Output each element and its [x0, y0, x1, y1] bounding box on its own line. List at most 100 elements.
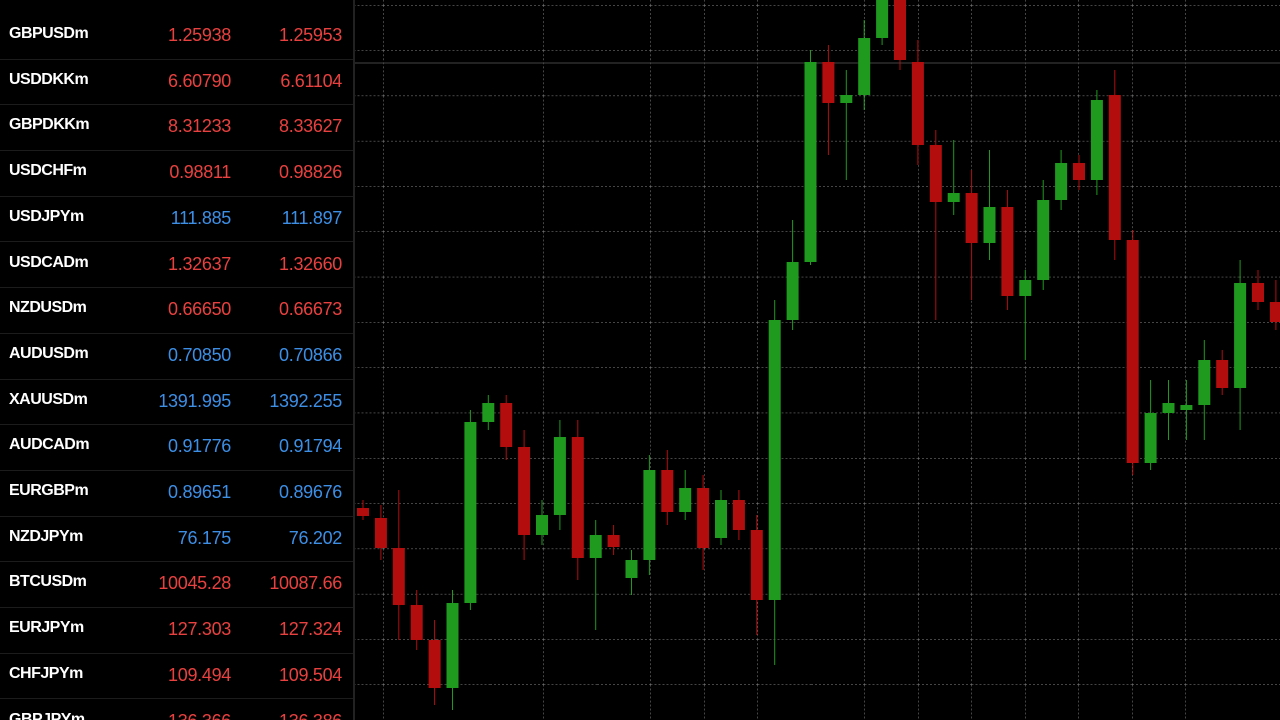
- ask-price: 0.98826: [279, 162, 342, 183]
- candle-body: [464, 422, 477, 603]
- quote-row[interactable]: AUDCADm 0.91776 0.91794: [0, 424, 353, 471]
- quote-row[interactable]: BTCUSDm 10045.28 10087.66: [0, 561, 353, 609]
- candle-body: [1162, 403, 1175, 413]
- candle-body: [1216, 360, 1229, 388]
- candle-body: [607, 535, 620, 547]
- ask-price: 0.89676: [279, 482, 342, 502]
- candle-body: [1234, 283, 1247, 388]
- bid-price: 1.32637: [168, 253, 231, 274]
- candle-body: [697, 488, 710, 548]
- symbol: GBPUSDm: [9, 25, 89, 42]
- ask-price: 8.33627: [279, 116, 342, 137]
- quote-row[interactable]: USDDKKm 6.60790 6.61104: [0, 59, 353, 106]
- candle-body: [911, 62, 924, 145]
- candle-body: [822, 62, 835, 103]
- chart: [353, 0, 1280, 720]
- candle-body: [482, 403, 495, 422]
- symbol: BTCUSDm: [9, 573, 87, 591]
- candle-body: [1055, 163, 1068, 200]
- candle-body: [410, 605, 423, 640]
- candle-body: [1108, 95, 1121, 240]
- quote-row[interactable]: AUDUSDm 0.70850 0.70866: [0, 333, 353, 380]
- bid-price: 0.70850: [168, 344, 231, 365]
- bid-price: 1.25938: [168, 25, 231, 45]
- quote-list: GBPUSDm 1.25938 1.25953 USDDKKm 6.60790 6.611…: [0, 0, 353, 720]
- candle-body: [732, 500, 745, 530]
- symbol: USDJPYm: [9, 207, 84, 225]
- candle-body: [804, 62, 817, 262]
- quote-row[interactable]: XAUUSDm 1391.995 1392.255: [0, 379, 353, 426]
- candle-body: [374, 518, 387, 548]
- quote-row[interactable]: NZDJPYm 76.175 76.202: [0, 516, 353, 563]
- bid-price: 0.66650: [168, 299, 231, 320]
- quote-row[interactable]: EURGBPm 0.89651 0.89676: [0, 470, 353, 517]
- candle-body: [536, 515, 548, 535]
- ask-price: 127.324: [279, 619, 342, 640]
- symbol: EURGBPm: [9, 482, 89, 499]
- candle-body: [571, 437, 584, 558]
- candle-body: [715, 500, 727, 538]
- ask-price: 6.61104: [280, 70, 342, 91]
- bid-price: 76.175: [177, 527, 232, 548]
- ask-price: 109.504: [279, 664, 342, 685]
- ask-price: 10087.66: [269, 573, 342, 594]
- ask-price: 0.70866: [279, 344, 342, 365]
- candle-body: [1001, 207, 1014, 296]
- divider: [353, 0, 355, 720]
- ask-price: 1.32660: [279, 253, 342, 274]
- candle-body: [750, 530, 763, 600]
- quote-row[interactable]: GBPDKKm 8.31233 8.33627: [0, 104, 353, 152]
- candle-body: [1019, 280, 1032, 296]
- bid-price: 8.31233: [168, 116, 231, 137]
- symbol: AUDUSDm: [9, 344, 89, 362]
- quote-row[interactable]: GBPJPYm 136.366 136.386: [0, 699, 353, 720]
- candle-body: [929, 145, 942, 202]
- quote-row[interactable]: GBPUSDm 1.25938 1.25953: [0, 13, 353, 60]
- bid-price: 111.885: [170, 207, 232, 228]
- quote-row[interactable]: USDCADm 1.32637 1.32660: [0, 242, 353, 289]
- symbol: NZDUSDm: [9, 299, 87, 317]
- candle-body: [840, 95, 853, 103]
- symbol: GBPJPYm: [9, 710, 85, 720]
- bid-price: 10045.28: [158, 573, 231, 594]
- symbol: EURJPYm: [9, 619, 84, 637]
- candle-body: [786, 262, 799, 320]
- bid-price: 0.98811: [169, 162, 231, 183]
- candle-body: [392, 548, 405, 605]
- candle-body: [446, 603, 459, 688]
- quote-row[interactable]: EURJPYm 127.303 127.324: [0, 607, 353, 654]
- quote-row[interactable]: CHFJPYm 109.494 109.504: [0, 653, 353, 700]
- ask-price: 0.66673: [279, 299, 342, 320]
- quote-row[interactable]: USDJPYm 111.885 111.897: [0, 196, 353, 243]
- bid-price: 127.303: [168, 619, 231, 640]
- candle-body: [1269, 302, 1280, 322]
- candle-body: [428, 640, 441, 688]
- candle-body: [1126, 240, 1139, 463]
- candle-body: [768, 320, 781, 600]
- symbol: CHFJPYm: [9, 664, 83, 682]
- quote-row[interactable]: NZDUSDm 0.66650 0.66673: [0, 287, 353, 334]
- bid-price: 6.60790: [168, 70, 231, 91]
- ask-price: 1392.255: [269, 390, 342, 411]
- symbol: XAUUSDm: [9, 390, 88, 408]
- bid-price: 109.494: [168, 664, 231, 685]
- candle-body: [357, 508, 369, 516]
- candle-body: [679, 488, 692, 512]
- candle-body: [894, 0, 906, 60]
- quote-row[interactable]: USDCHFm 0.98811 0.98826: [0, 150, 353, 197]
- bid-price: 0.89651: [168, 482, 231, 502]
- ask-price: 1.25953: [279, 25, 342, 45]
- ask-price: 136.386: [279, 711, 342, 720]
- symbol: AUDCADm: [9, 436, 90, 454]
- candle-body: [1090, 100, 1103, 180]
- candle-body: [661, 470, 674, 512]
- candle-body: [876, 0, 889, 38]
- ask-price: 76.202: [288, 527, 343, 548]
- candle-body: [965, 193, 978, 243]
- candle-body: [1073, 163, 1085, 180]
- candle-body: [625, 560, 638, 578]
- ask-price: 111.897: [281, 207, 343, 228]
- symbol: USDCHFm: [9, 162, 87, 180]
- candle-body: [1037, 200, 1050, 280]
